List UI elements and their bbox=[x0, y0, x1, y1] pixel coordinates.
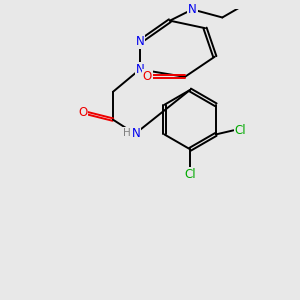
Text: H: H bbox=[123, 128, 130, 138]
Text: Cl: Cl bbox=[184, 167, 196, 181]
Text: N: N bbox=[132, 127, 140, 140]
Text: O: O bbox=[78, 106, 88, 118]
Text: N: N bbox=[188, 3, 197, 16]
Text: N: N bbox=[136, 35, 144, 48]
Text: O: O bbox=[143, 70, 152, 83]
Text: Cl: Cl bbox=[235, 124, 246, 137]
Text: N: N bbox=[136, 63, 144, 76]
